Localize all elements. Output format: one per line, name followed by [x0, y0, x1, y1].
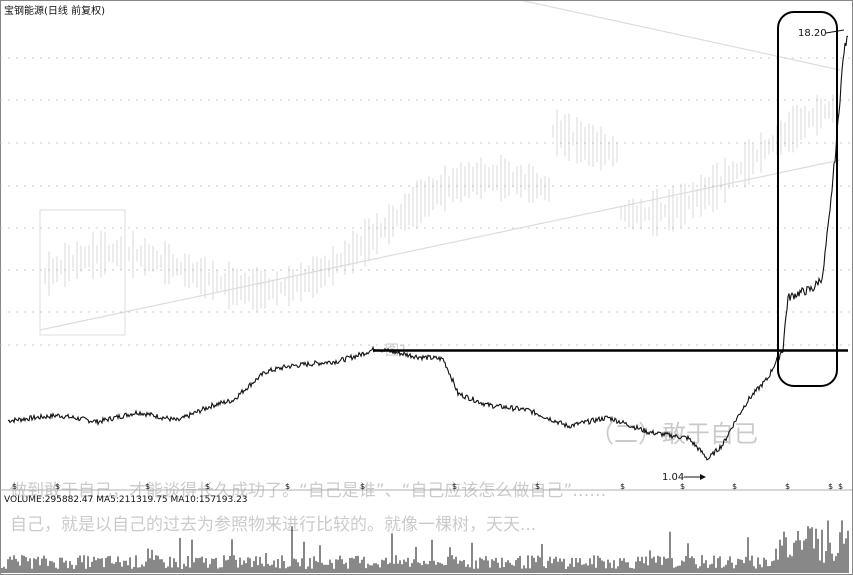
bg-trend-line-upper — [519, 0, 841, 71]
event-marker-12: $ — [828, 482, 833, 491]
event-marker-8: $ — [620, 482, 625, 491]
bg-paragraph-2: 自己，就是以自己的过去为参照物来进行比较的。就像一棵树，天天... — [10, 515, 536, 535]
price-series-line — [7, 35, 849, 461]
annotation-low-arrowhead — [700, 474, 706, 480]
event-marker-5: $ — [360, 482, 365, 491]
volume-bars — [1, 520, 849, 573]
event-marker-0: $ — [12, 482, 17, 491]
event-marker-9: $ — [680, 482, 685, 491]
bg-trend-line — [39, 159, 841, 331]
event-marker-13: $ — [838, 482, 843, 491]
volume-header: VOLUME:295882.47 MA5:211319.75 MA10:1571… — [4, 495, 248, 505]
annotation-high: 18.20 — [798, 28, 827, 39]
event-marker-3: $ — [205, 482, 210, 491]
annotation-high-pointer — [825, 29, 845, 34]
event-marker-1: $ — [55, 482, 60, 491]
event-marker-6: $ — [452, 482, 457, 491]
bg-inset-frame — [39, 209, 126, 336]
annotation-low: 1.04 — [662, 472, 684, 483]
bg-paragraph-1: 做到敢于自己，才能谈得长久成功了。“自己是谁”、“自己应该怎么做自己”…… — [10, 481, 606, 501]
event-marker-11: $ — [785, 482, 790, 491]
breakout-highlight-box — [777, 11, 838, 387]
bg-heading: （二）敢于自已 — [590, 420, 758, 448]
event-marker-10: $ — [732, 482, 737, 491]
background-scan: 图1 （二）敢于自已 做到敢于自己，才能谈得长久成功了。“自己是谁”、“自己应该… — [10, 0, 841, 535]
chart-title: 宝钢能源(日线 前复权) — [4, 4, 105, 17]
event-marker-7: $ — [535, 482, 540, 491]
event-markers: $ $ $ $ $ $ $ $ $ $ $ $ $ $ — [12, 482, 843, 491]
event-marker-2: $ — [145, 482, 150, 491]
bg-candle-sketch — [44, 94, 834, 312]
event-marker-4: $ — [285, 482, 290, 491]
